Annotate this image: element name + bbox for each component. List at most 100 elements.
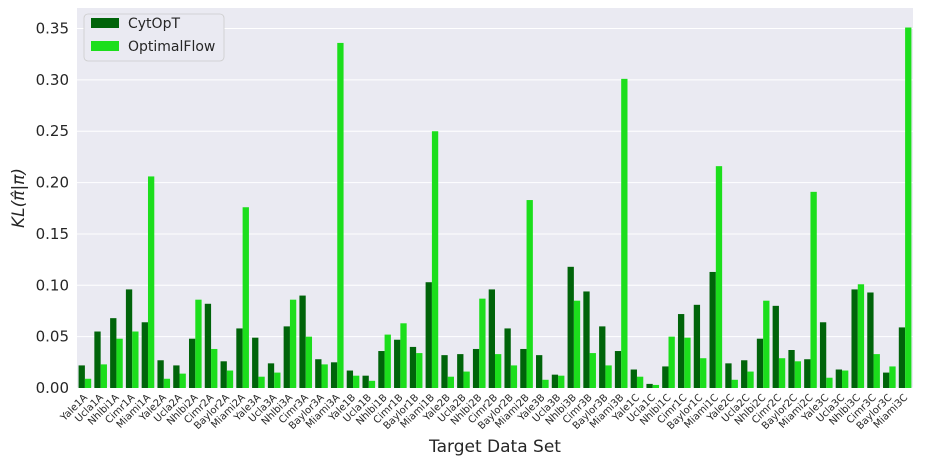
bar-optimalflow-nhlbi3a xyxy=(289,299,297,388)
bar-cytopt-baylor3c xyxy=(883,372,890,388)
bar-optimalflow-yale1c xyxy=(636,376,644,388)
bar-cytopt-ucla1a xyxy=(94,331,101,388)
bar-cytopt-miami3b xyxy=(614,351,622,388)
bar-optimalflow-nhlbi2b xyxy=(479,298,486,388)
bar-cytopt-nhlbi2c xyxy=(756,338,764,388)
bar-cytopt-nhlbi3c xyxy=(851,289,858,388)
bar-optimalflow-miami2c xyxy=(810,191,817,388)
y-axis-title: KL(π̂|π) xyxy=(9,168,29,228)
bar-optimalflow-nhlbi3b xyxy=(573,300,581,388)
y-tick-label: 0.35 xyxy=(36,20,69,38)
bar-cytopt-nhlbi1c xyxy=(662,366,669,388)
bar-cytopt-baylor1c xyxy=(693,304,701,388)
bar-cytopt-ucla2a xyxy=(173,365,180,388)
bar-cytopt-nhlbi2a xyxy=(188,338,196,388)
bar-optimalflow-cimr3a xyxy=(305,336,313,388)
bar-optimalflow-nhlbi3c xyxy=(857,284,865,388)
bar-optimalflow-cimr3b xyxy=(589,353,596,388)
bar-optimalflow-ucla1a xyxy=(100,364,107,388)
legend-label-cytopt: CytOpT xyxy=(128,16,180,32)
bar-optimalflow-baylor2a xyxy=(226,370,234,388)
bar-optimalflow-cimr1a xyxy=(132,331,139,388)
bar-optimalflow-baylor3a xyxy=(321,364,328,388)
bar-optimalflow-ucla3c xyxy=(842,370,849,388)
bar-optimalflow-ucla3b xyxy=(558,375,565,388)
bar-cytopt-yale1a xyxy=(78,365,85,388)
bar-cytopt-miami1a xyxy=(141,322,148,388)
bar-optimalflow-cimr1c xyxy=(684,337,691,388)
bar-cytopt-yale3a xyxy=(252,337,259,388)
bar-cytopt-miami2b xyxy=(520,348,527,388)
bar-optimalflow-miami3b xyxy=(621,78,628,389)
bar-cytopt-baylor3a xyxy=(315,359,322,388)
bar-cytopt-ucla1c xyxy=(646,383,653,388)
bar-cytopt-ucla2b xyxy=(457,354,464,388)
bar-optimalflow-nhlbi2c xyxy=(763,300,770,388)
bar-optimalflow-baylor2c xyxy=(794,361,802,388)
bar-cytopt-yale2b xyxy=(441,355,448,388)
y-tick-labels: 0.00 0.05 0.10 0.15 0.20 0.25 0.30 0.35 xyxy=(36,20,69,397)
bar-optimalflow-cimr3c xyxy=(873,354,880,388)
bar-optimalflow-yale2c xyxy=(731,379,738,388)
bar-cytopt-baylor2c xyxy=(788,350,795,388)
bar-cytopt-miami3c xyxy=(898,327,906,388)
bar-cytopt-cimr2c xyxy=(772,305,779,388)
bar-cytopt-yale2a xyxy=(157,360,164,388)
bar-cytopt-ucla1b xyxy=(362,375,369,388)
bar-optimalflow-yale2b xyxy=(447,376,454,388)
bar-optimalflow-yale1a xyxy=(84,378,92,388)
bar-cytopt-cimr3b xyxy=(583,291,590,388)
legend-swatch-cytopt xyxy=(91,18,119,28)
bar-cytopt-yale2c xyxy=(725,363,732,388)
bar-cytopt-cimr3a xyxy=(299,295,306,388)
bar-cytopt-miami2a xyxy=(236,328,243,388)
bar-cytopt-yale3b xyxy=(536,355,543,388)
y-tick-label: 0.30 xyxy=(36,71,69,89)
legend: CytOpT OptimalFlow xyxy=(83,13,225,62)
y-tick-label: 0.25 xyxy=(36,122,69,140)
bar-optimalflow-miami2a xyxy=(242,207,249,388)
y-tick-label: 0.05 xyxy=(36,328,69,346)
bar-optimalflow-nhlbi1a xyxy=(116,338,123,388)
bar-optimalflow-nhlbi1b xyxy=(384,334,391,388)
bar-optimalflow-ucla2b xyxy=(463,371,470,388)
bar-optimalflow-cimr2a xyxy=(211,348,218,388)
bar-cytopt-cimr2b xyxy=(488,289,495,388)
bar-optimalflow-ucla3a xyxy=(274,372,281,388)
bar-cytopt-yale1b xyxy=(346,370,354,388)
bar-optimalflow-miami1a xyxy=(147,176,155,388)
x-axis-title: Target Data Set xyxy=(428,437,561,457)
bar-cytopt-nhlbi3a xyxy=(283,326,290,388)
bar-optimalflow-baylor1c xyxy=(700,358,707,388)
bar-optimalflow-cimr2c xyxy=(778,358,786,388)
bar-optimalflow-baylor3b xyxy=(605,365,612,388)
bar-optimalflow-yale3a xyxy=(258,376,265,388)
y-tick-label: 0.10 xyxy=(36,276,69,294)
bar-optimalflow-ucla2a xyxy=(179,373,186,388)
bar-optimalflow-baylor3c xyxy=(889,366,896,388)
bar-cytopt-baylor1b xyxy=(409,346,417,388)
bar-optimalflow-ucla1c xyxy=(652,384,660,388)
bar-cytopt-nhlbi1b xyxy=(378,351,385,388)
bar-cytopt-yale3c xyxy=(819,322,827,388)
legend-label-optimalflow: OptimalFlow xyxy=(128,39,215,55)
y-tick-label: 0.00 xyxy=(36,379,69,397)
bar-optimalflow-cimr2b xyxy=(495,354,502,388)
x-tick-labels: Yale1AUcla1ANhlbi1ACimr1AMiami1AYale2AUc… xyxy=(58,392,910,432)
bar-optimalflow-yale2a xyxy=(163,378,171,388)
bar-optimalflow-miami1c xyxy=(715,166,723,388)
bar-cytopt-miami1b xyxy=(425,282,432,388)
bar-cytopt-cimr1b xyxy=(394,339,401,388)
bar-optimalflow-yale1b xyxy=(353,375,360,388)
bar-optimalflow-cimr1b xyxy=(400,323,407,388)
bar-optimalflow-miami1b xyxy=(431,131,439,389)
bar-cytopt-nhlbi1a xyxy=(110,318,117,388)
bar-cytopt-cimr2a xyxy=(204,303,212,388)
bar-optimalflow-ucla2c xyxy=(747,371,754,388)
bar-cytopt-ucla3a xyxy=(267,363,275,388)
bar-optimalflow-baylor1b xyxy=(416,353,423,388)
bar-cytopt-yale1c xyxy=(630,369,637,388)
bar-cytopt-miami3a xyxy=(330,362,338,388)
bar-cytopt-baylor3b xyxy=(599,326,606,388)
